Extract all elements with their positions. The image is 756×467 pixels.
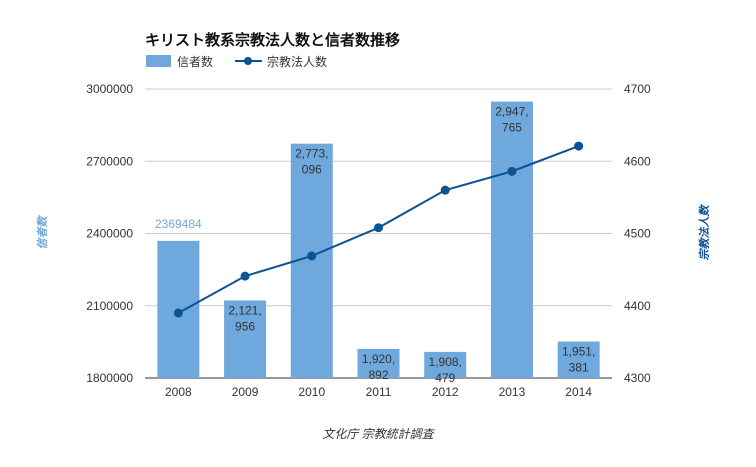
data-label: 1,951,: [562, 345, 595, 359]
line-point: [507, 166, 517, 176]
x-tick: 2010: [298, 385, 325, 399]
y-tick-right: 4700: [624, 82, 651, 96]
x-tick: 2013: [499, 385, 526, 399]
y-tick-right: 4300: [624, 371, 651, 385]
y-tick-left: 1800000: [86, 371, 133, 385]
chart-title: キリスト教系宗教法人数と信者数推移: [145, 31, 400, 49]
y-tick-left: 2100000: [86, 299, 133, 313]
legend: 信者数 宗教法人数: [146, 54, 327, 69]
line-point: [240, 271, 250, 281]
x-tick: 2014: [565, 385, 592, 399]
data-label: 479: [435, 371, 455, 385]
legend-bar-label: 信者数: [177, 54, 213, 69]
bar: [224, 300, 267, 378]
data-label: 765: [502, 121, 522, 135]
bar: [424, 351, 467, 378]
line-point: [307, 251, 317, 261]
y-axis-left-label: 信者数: [36, 215, 49, 250]
line-point: [374, 223, 383, 233]
bar: [490, 101, 533, 378]
data-label: 1,920,: [362, 352, 395, 366]
data-label: 892: [368, 368, 388, 382]
y-tick-right: 4400: [624, 299, 651, 313]
data-label: 096: [302, 163, 322, 177]
x-tick: 2012: [432, 385, 459, 399]
x-tick: 2011: [366, 385, 392, 399]
line-point: [574, 141, 584, 151]
y-tick-left: 2400000: [86, 227, 133, 241]
y-tick-right: 4500: [624, 227, 651, 241]
x-tick: 2008: [165, 385, 192, 399]
y-tick-right: 4600: [624, 154, 651, 168]
legend-line-label: 宗教法人数: [267, 54, 327, 69]
line-point: [173, 308, 183, 318]
y-tick-left: 3000000: [86, 82, 133, 96]
line-point: [440, 185, 450, 195]
legend-bar-swatch: [146, 55, 171, 67]
data-label: 956: [235, 319, 255, 333]
data-label: 2,773,: [295, 147, 328, 161]
legend-line-marker: [244, 57, 252, 65]
y-axis-right-label: 宗教法人数: [698, 204, 711, 261]
y-tick-left: 2700000: [86, 154, 133, 168]
data-label: 2,121,: [228, 303, 261, 317]
bar: [357, 348, 400, 378]
data-label: 381: [569, 361, 589, 375]
data-label: 2369484: [155, 217, 202, 231]
data-label: 2,947,: [495, 105, 528, 119]
x-axis-label: 文化庁 宗教統計調査: [322, 427, 435, 441]
data-label: 1,908,: [429, 355, 462, 369]
bar: [557, 341, 600, 378]
x-tick: 2009: [232, 385, 259, 399]
